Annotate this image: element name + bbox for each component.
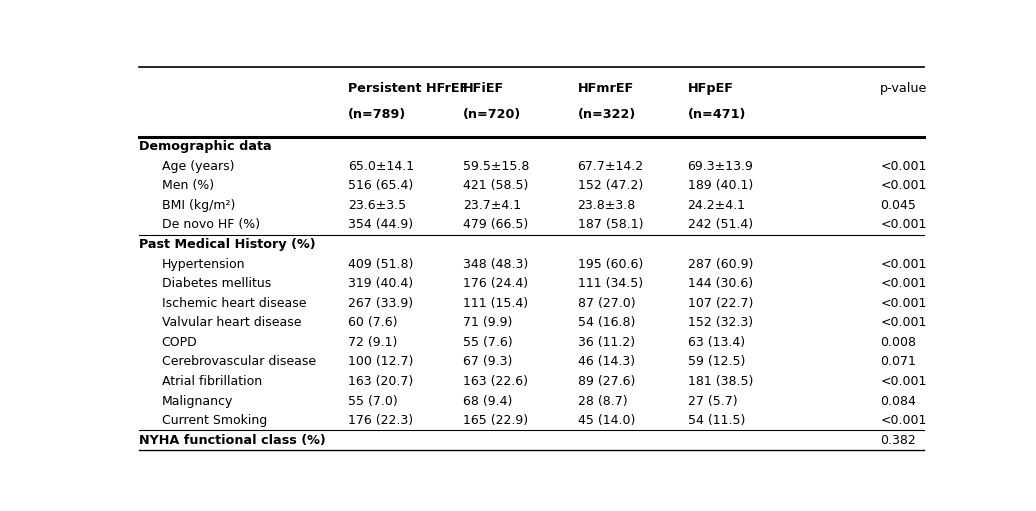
Text: 54 (11.5): 54 (11.5): [688, 414, 745, 427]
Text: 65.0±14.1: 65.0±14.1: [348, 160, 414, 173]
Text: COPD: COPD: [162, 336, 198, 349]
Text: 63 (13.4): 63 (13.4): [688, 336, 745, 349]
Text: HFiEF: HFiEF: [463, 82, 503, 96]
Text: 348 (48.3): 348 (48.3): [463, 258, 528, 271]
Text: 23.7±4.1: 23.7±4.1: [463, 199, 521, 212]
Text: Malignancy: Malignancy: [162, 394, 233, 408]
Text: 189 (40.1): 189 (40.1): [688, 179, 753, 192]
Text: <0.001: <0.001: [881, 277, 926, 290]
Text: 0.084: 0.084: [881, 394, 916, 408]
Text: 152 (47.2): 152 (47.2): [577, 179, 642, 192]
Text: 59 (12.5): 59 (12.5): [688, 356, 745, 368]
Text: (n=471): (n=471): [688, 108, 746, 121]
Text: Ischemic heart disease: Ischemic heart disease: [162, 297, 306, 310]
Text: 165 (22.9): 165 (22.9): [463, 414, 527, 427]
Text: 67.7±14.2: 67.7±14.2: [577, 160, 643, 173]
Text: 0.045: 0.045: [881, 199, 916, 212]
Text: Demographic data: Demographic data: [139, 140, 271, 153]
Text: Persistent HFrEF: Persistent HFrEF: [348, 82, 468, 96]
Text: Past Medical History (%): Past Medical History (%): [139, 238, 316, 251]
Text: Current Smoking: Current Smoking: [162, 414, 267, 427]
Text: 69.3±13.9: 69.3±13.9: [688, 160, 753, 173]
Text: Valvular heart disease: Valvular heart disease: [162, 316, 301, 329]
Text: 100 (12.7): 100 (12.7): [348, 356, 413, 368]
Text: Hypertension: Hypertension: [162, 258, 246, 271]
Text: 107 (22.7): 107 (22.7): [688, 297, 753, 310]
Text: 72 (9.1): 72 (9.1): [348, 336, 397, 349]
Text: 0.008: 0.008: [881, 336, 916, 349]
Text: (n=720): (n=720): [463, 108, 521, 121]
Text: <0.001: <0.001: [881, 316, 926, 329]
Text: 87 (27.0): 87 (27.0): [577, 297, 635, 310]
Text: <0.001: <0.001: [881, 414, 926, 427]
Text: 354 (44.9): 354 (44.9): [348, 219, 413, 231]
Text: 111 (15.4): 111 (15.4): [463, 297, 527, 310]
Text: 23.6±3.5: 23.6±3.5: [348, 199, 406, 212]
Text: 181 (38.5): 181 (38.5): [688, 375, 753, 388]
Text: 27 (5.7): 27 (5.7): [688, 394, 738, 408]
Text: 60 (7.6): 60 (7.6): [348, 316, 398, 329]
Text: 267 (33.9): 267 (33.9): [348, 297, 413, 310]
Text: HFmrEF: HFmrEF: [577, 82, 634, 96]
Text: 36 (11.2): 36 (11.2): [577, 336, 635, 349]
Text: 0.071: 0.071: [881, 356, 916, 368]
Text: 89 (27.6): 89 (27.6): [577, 375, 635, 388]
Text: <0.001: <0.001: [881, 219, 926, 231]
Text: HFpEF: HFpEF: [688, 82, 733, 96]
Text: <0.001: <0.001: [881, 297, 926, 310]
Text: 152 (32.3): 152 (32.3): [688, 316, 752, 329]
Text: 71 (9.9): 71 (9.9): [463, 316, 512, 329]
Text: 45 (14.0): 45 (14.0): [577, 414, 635, 427]
Text: De novo HF (%): De novo HF (%): [162, 219, 260, 231]
Text: 242 (51.4): 242 (51.4): [688, 219, 752, 231]
Text: 176 (24.4): 176 (24.4): [463, 277, 527, 290]
Text: 46 (14.3): 46 (14.3): [577, 356, 635, 368]
Text: Diabetes mellitus: Diabetes mellitus: [162, 277, 270, 290]
Text: (n=789): (n=789): [348, 108, 406, 121]
Text: 23.8±3.8: 23.8±3.8: [577, 199, 636, 212]
Text: 68 (9.4): 68 (9.4): [463, 394, 512, 408]
Text: 176 (22.3): 176 (22.3): [348, 414, 413, 427]
Text: 516 (65.4): 516 (65.4): [348, 179, 413, 192]
Text: 319 (40.4): 319 (40.4): [348, 277, 413, 290]
Text: 59.5±15.8: 59.5±15.8: [463, 160, 529, 173]
Text: Age (years): Age (years): [162, 160, 234, 173]
Text: 24.2±4.1: 24.2±4.1: [688, 199, 746, 212]
Text: <0.001: <0.001: [881, 179, 926, 192]
Text: 111 (34.5): 111 (34.5): [577, 277, 642, 290]
Text: 187 (58.1): 187 (58.1): [577, 219, 643, 231]
Text: <0.001: <0.001: [881, 375, 926, 388]
Text: 163 (22.6): 163 (22.6): [463, 375, 527, 388]
Text: 421 (58.5): 421 (58.5): [463, 179, 528, 192]
Text: 144 (30.6): 144 (30.6): [688, 277, 752, 290]
Text: NYHA functional class (%): NYHA functional class (%): [139, 434, 326, 447]
Text: (n=322): (n=322): [577, 108, 636, 121]
Text: 163 (20.7): 163 (20.7): [348, 375, 413, 388]
Text: p-value: p-value: [881, 82, 927, 96]
Text: 55 (7.0): 55 (7.0): [348, 394, 398, 408]
Text: 409 (51.8): 409 (51.8): [348, 258, 413, 271]
Text: Men (%): Men (%): [162, 179, 213, 192]
Text: 195 (60.6): 195 (60.6): [577, 258, 642, 271]
Text: Atrial fibrillation: Atrial fibrillation: [162, 375, 262, 388]
Text: 54 (16.8): 54 (16.8): [577, 316, 635, 329]
Text: <0.001: <0.001: [881, 160, 926, 173]
Text: <0.001: <0.001: [881, 258, 926, 271]
Text: 67 (9.3): 67 (9.3): [463, 356, 512, 368]
Text: BMI (kg/m²): BMI (kg/m²): [162, 199, 235, 212]
Text: 28 (8.7): 28 (8.7): [577, 394, 627, 408]
Text: 55 (7.6): 55 (7.6): [463, 336, 513, 349]
Text: 0.382: 0.382: [881, 434, 916, 447]
Text: Cerebrovascular disease: Cerebrovascular disease: [162, 356, 316, 368]
Text: 479 (66.5): 479 (66.5): [463, 219, 528, 231]
Text: 287 (60.9): 287 (60.9): [688, 258, 753, 271]
